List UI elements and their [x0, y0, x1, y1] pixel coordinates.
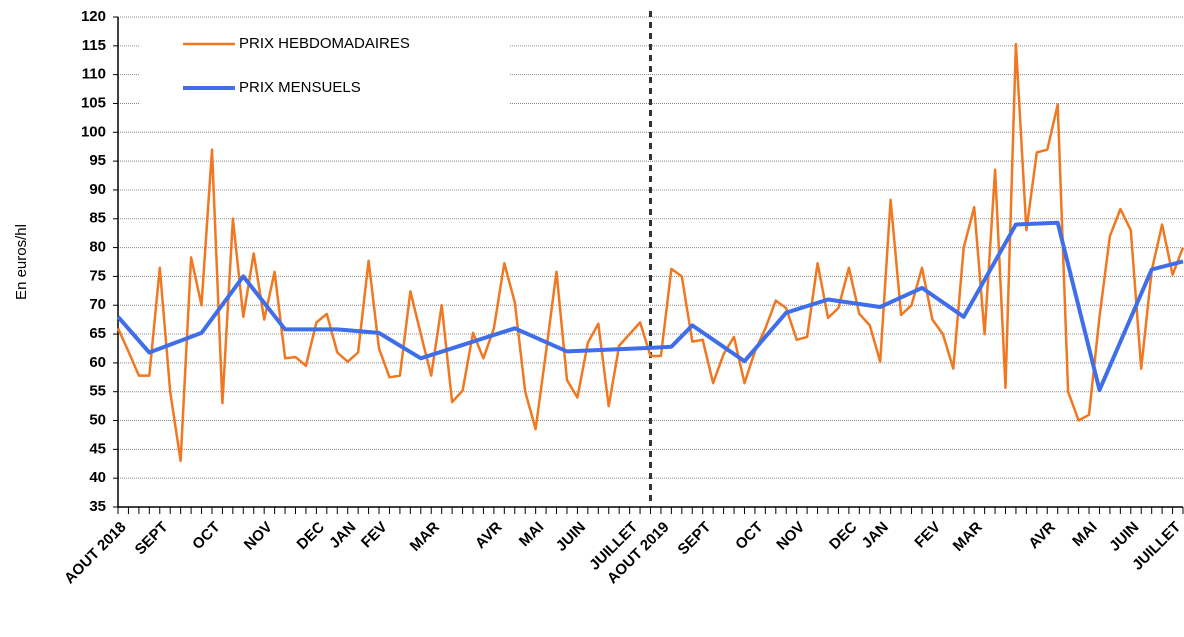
x-tick-label: NOV [773, 519, 808, 554]
x-tick-label: NOV [241, 519, 276, 554]
y-tick-label: 55 [89, 383, 106, 400]
y-tick-label: 40 [89, 469, 106, 486]
x-tick-label: SEPT [675, 519, 715, 559]
y-tick-label: 90 [89, 181, 106, 198]
y-tick-label: 70 [89, 296, 106, 313]
x-tick-label: JUIN [553, 519, 589, 555]
x-tick-label: FEV [911, 519, 944, 552]
y-tick-label: 75 [89, 267, 106, 284]
x-tick-label: JUIN [1106, 519, 1142, 555]
y-axis-label: En euros/hl [13, 224, 30, 300]
y-tick-label: 45 [89, 440, 106, 457]
x-tick-label: FEV [358, 519, 391, 552]
y-tick-label: 50 [89, 411, 106, 428]
y-tick-label: 110 [82, 66, 106, 83]
y-tick-label: 95 [89, 152, 106, 169]
y-tick-label: 120 [81, 8, 106, 25]
legend-label: PRIX HEBDOMADAIRES [239, 35, 410, 52]
x-tick-label: MAI [516, 519, 547, 550]
y-tick-label: 60 [89, 354, 106, 371]
legend-box [140, 25, 510, 111]
y-tick-label: 65 [89, 325, 106, 342]
legend-label: PRIX MENSUELS [239, 79, 361, 96]
x-tick-label: AOUT 2018 [61, 519, 130, 588]
x-tick-label: DEC [294, 518, 329, 553]
y-tick-label: 35 [89, 498, 106, 515]
y-tick-label: 100 [81, 123, 106, 140]
x-tick-label: JAN [859, 519, 892, 552]
y-tick-label: 115 [82, 37, 106, 54]
y-tick-label: 80 [89, 239, 106, 256]
x-tick-label: AVR [1025, 518, 1059, 552]
x-tick-label: MAR [407, 519, 443, 555]
x-tick-label: OCT [189, 519, 223, 553]
x-tick-label: SEPT [132, 519, 172, 559]
x-tick-label: JAN [326, 519, 359, 552]
x-tick-label: AVR [472, 518, 506, 552]
series-line [116, 220, 1184, 392]
y-tick-label: 85 [89, 210, 106, 227]
x-tick-label: OCT [732, 519, 766, 553]
y-tick-label: 105 [81, 94, 106, 111]
series-line [116, 42, 1184, 463]
x-tick-label: MAR [950, 519, 986, 555]
x-tick-label: MAI [1069, 519, 1100, 550]
x-tick-label: DEC [826, 518, 861, 553]
